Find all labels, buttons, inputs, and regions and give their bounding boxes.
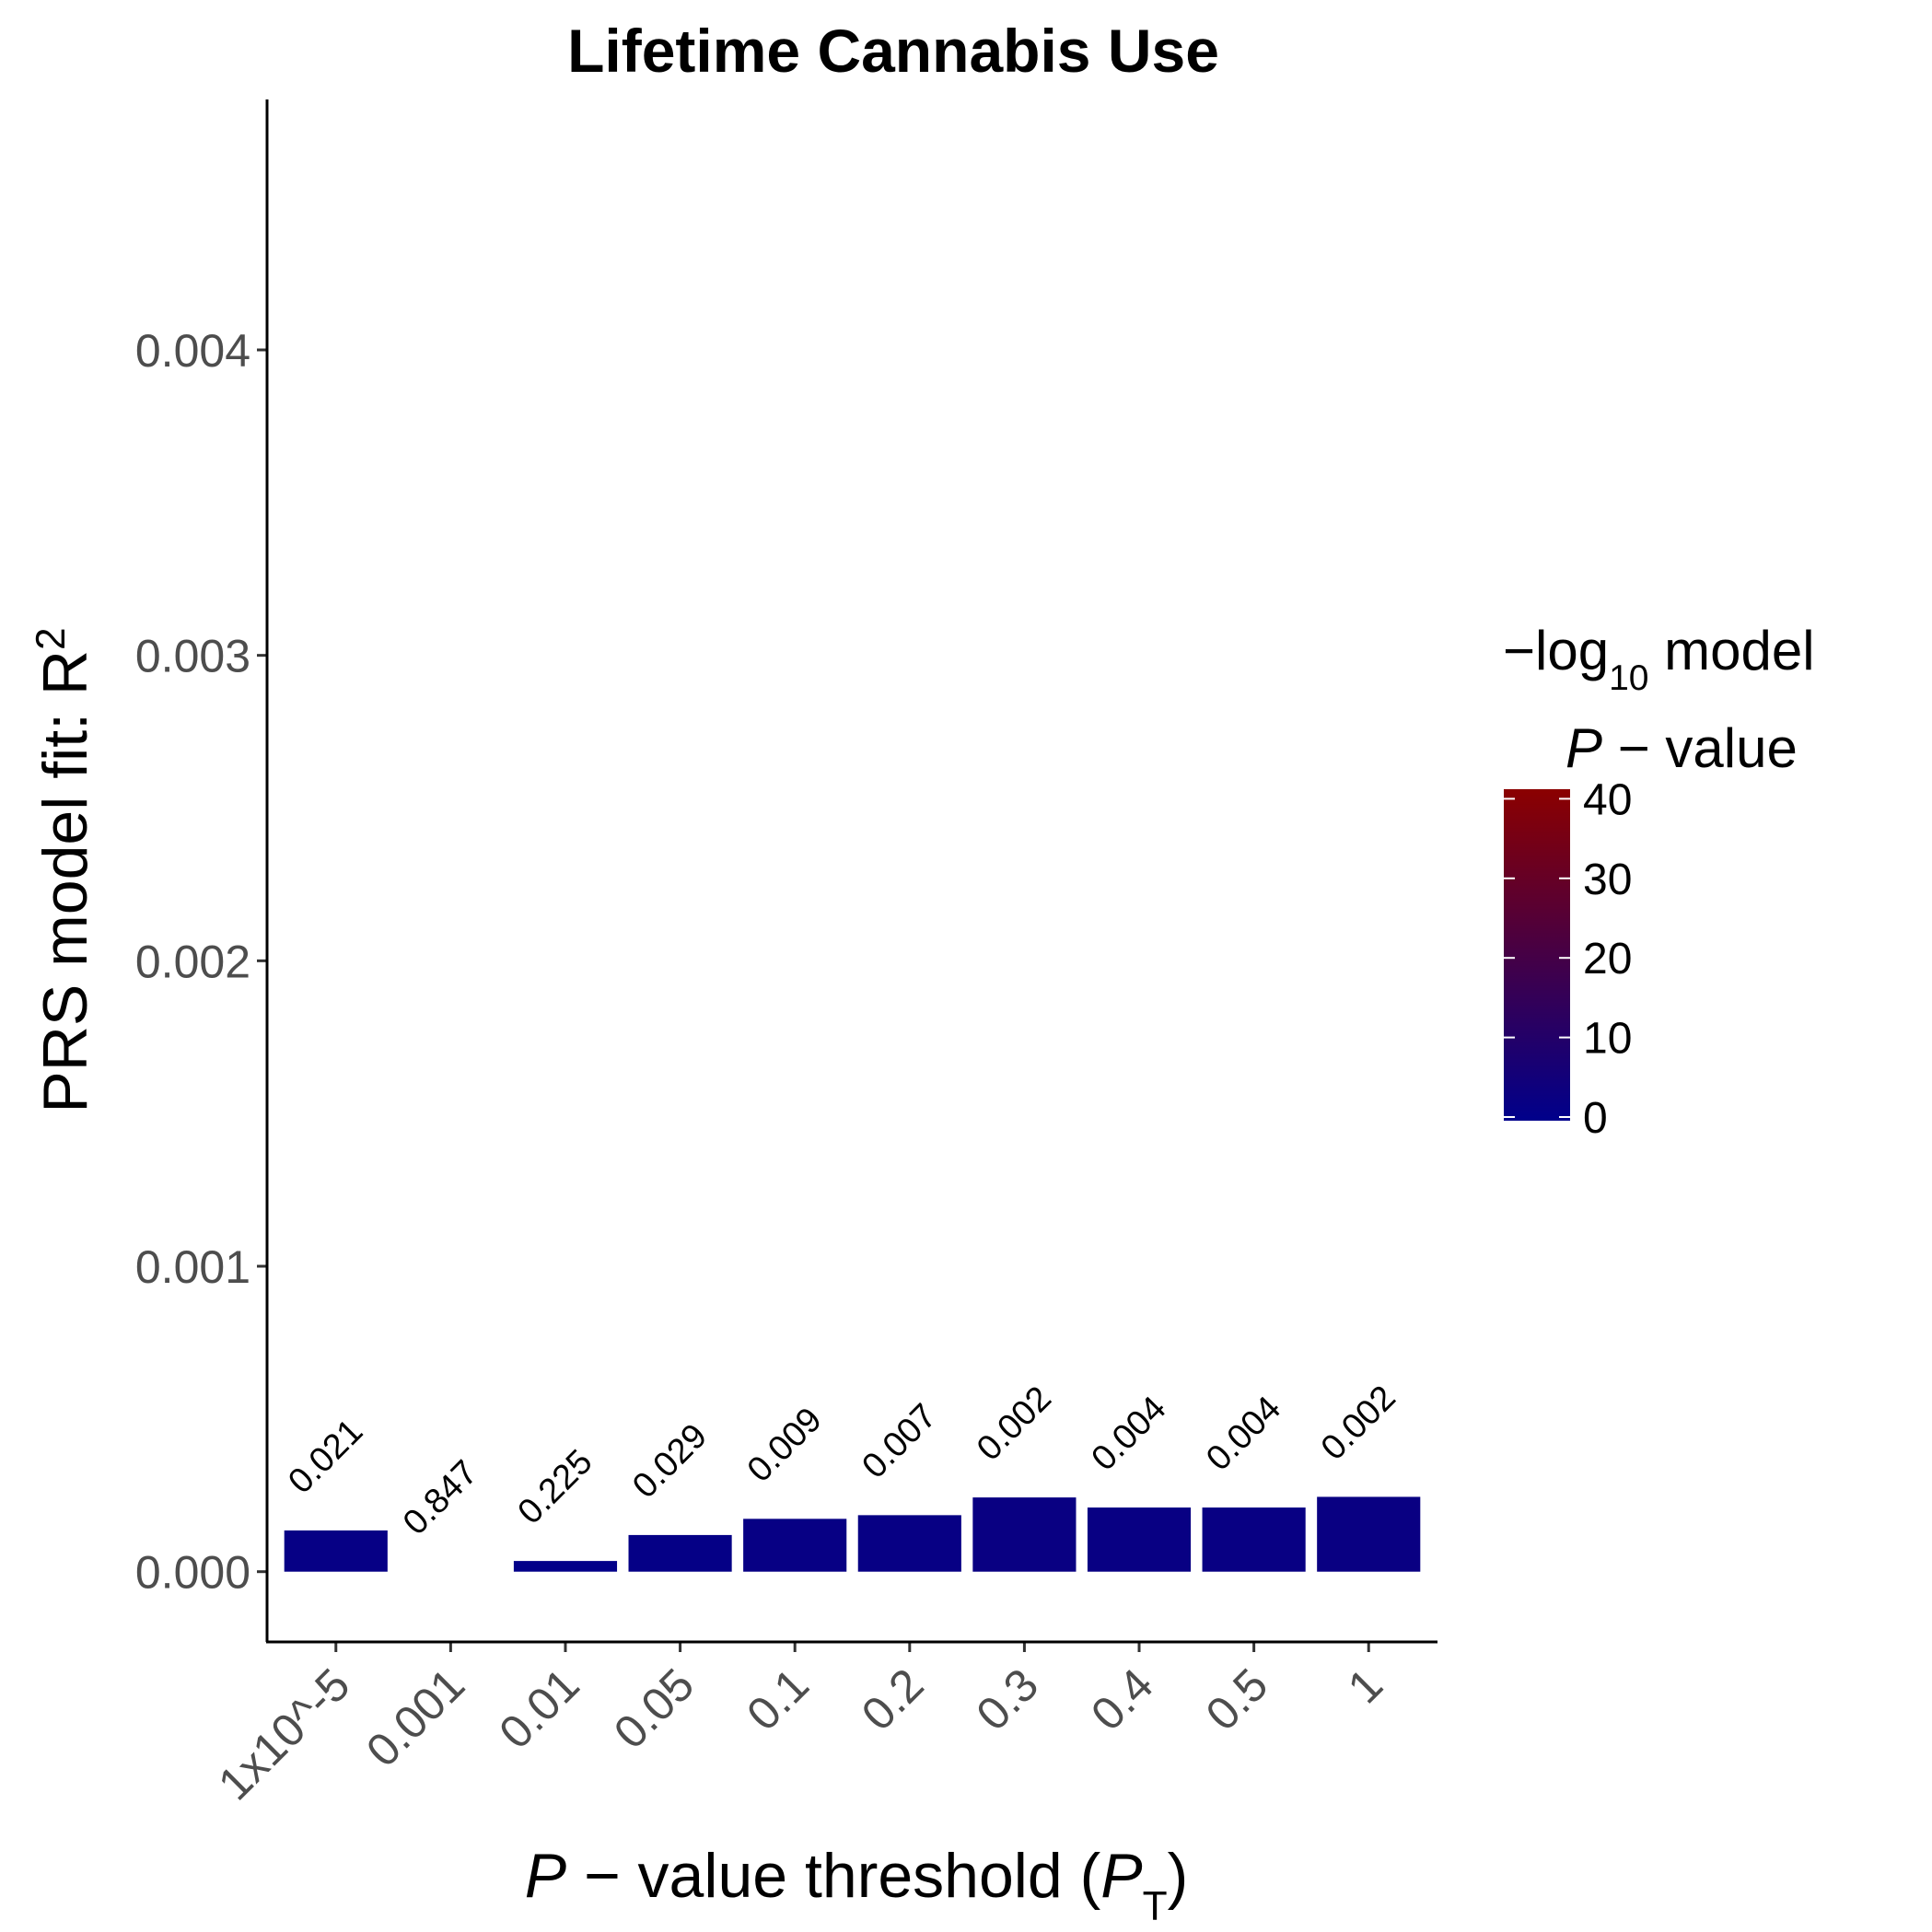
bar-6: [972, 1497, 1077, 1572]
bar-4: [743, 1519, 847, 1572]
data-label-5: 0.007: [855, 1397, 944, 1486]
data-label-0: 0.021: [281, 1412, 370, 1501]
bar-9: [1317, 1496, 1421, 1572]
legend-title-suffix: model: [1649, 620, 1815, 681]
x-tick-label-0: 1x10^-5: [208, 1658, 359, 1810]
data-label-6: 0.002: [970, 1379, 1059, 1469]
x-axis-title-close: ): [1168, 1841, 1189, 1911]
legend-title-rest: − value: [1602, 717, 1798, 779]
data-label-8: 0.004: [1199, 1389, 1288, 1478]
legend-colorbar: [1504, 789, 1570, 1121]
x-axis-title-sub: T: [1143, 1884, 1168, 1929]
y-axis-ticks: 0.000 0.001 0.002 0.003 0.004: [135, 325, 267, 1599]
y-tick-label-0: 0.000: [135, 1547, 250, 1599]
bar-5: [857, 1515, 961, 1572]
data-label-7: 0.004: [1085, 1389, 1174, 1478]
x-tick-label-3: 0.05: [604, 1658, 704, 1758]
bars-group: [284, 1496, 1421, 1572]
legend-tick-label-2: 20: [1583, 935, 1632, 983]
legend-title-prefix: −log: [1503, 620, 1609, 681]
x-tick-label-4: 0.1: [737, 1658, 819, 1740]
bar-3: [628, 1534, 732, 1572]
y-tick-label-1: 0.001: [135, 1241, 250, 1293]
data-label-2: 0.225: [511, 1443, 600, 1532]
x-axis-title: P − value threshold (PT): [525, 1841, 1189, 1929]
legend-tick-label-4: 40: [1583, 775, 1632, 824]
y-tick-label-2: 0.002: [135, 936, 250, 987]
bar-0: [284, 1530, 388, 1572]
y-tick-label-3: 0.003: [135, 631, 250, 682]
legend-tick-label-0: 0: [1583, 1094, 1608, 1143]
legend-tick-label-3: 30: [1583, 855, 1632, 904]
y-axis-title: PRS model fit: R2: [29, 627, 101, 1112]
y-tick-label-4: 0.004: [135, 325, 250, 377]
bar-7: [1087, 1507, 1192, 1572]
legend-tick-label-1: 10: [1583, 1015, 1632, 1064]
legend-title-line2: P − value: [1565, 717, 1798, 779]
x-axis-title-italic: P: [525, 1841, 566, 1911]
x-axis-title-symbol: P: [1100, 1841, 1142, 1911]
legend-title-italic: P: [1565, 717, 1602, 779]
data-label-9: 0.002: [1314, 1379, 1403, 1468]
x-tick-label-7: 0.4: [1081, 1658, 1163, 1740]
x-tick-label-9: 1: [1338, 1658, 1392, 1713]
x-axis-title-text: − value threshold (: [566, 1841, 1101, 1911]
data-label-3: 0.029: [625, 1416, 715, 1506]
bar-2: [513, 1561, 618, 1572]
data-label-4: 0.009: [740, 1401, 830, 1490]
x-tick-label-5: 0.2: [852, 1658, 934, 1740]
y-axis-title-sup: 2: [29, 627, 74, 650]
x-tick-label-6: 0.3: [966, 1658, 1048, 1740]
svg-text:PRS model fit: R2: PRS model fit: R2: [29, 627, 101, 1112]
x-tick-label-1: 0.001: [356, 1658, 474, 1776]
legend-title-sub: 10: [1609, 658, 1648, 698]
legend-ticks: 0 10 20 30 40: [1504, 775, 1632, 1143]
data-label-1: 0.847: [396, 1453, 485, 1542]
x-tick-label-2: 0.01: [489, 1658, 588, 1758]
bar-8: [1202, 1507, 1306, 1572]
x-axis-ticks: 1x10^-50.001 0.01 0.05 0.1 0.2 0.3 0.4 0.5 1: [208, 1642, 1392, 1810]
legend-title-line1: −log10 model: [1503, 620, 1815, 698]
chart-title: Lifetime Cannabis Use: [567, 17, 1219, 85]
y-axis-title-text: PRS model fit: R: [30, 650, 100, 1113]
x-tick-label-8: 0.5: [1196, 1658, 1278, 1740]
